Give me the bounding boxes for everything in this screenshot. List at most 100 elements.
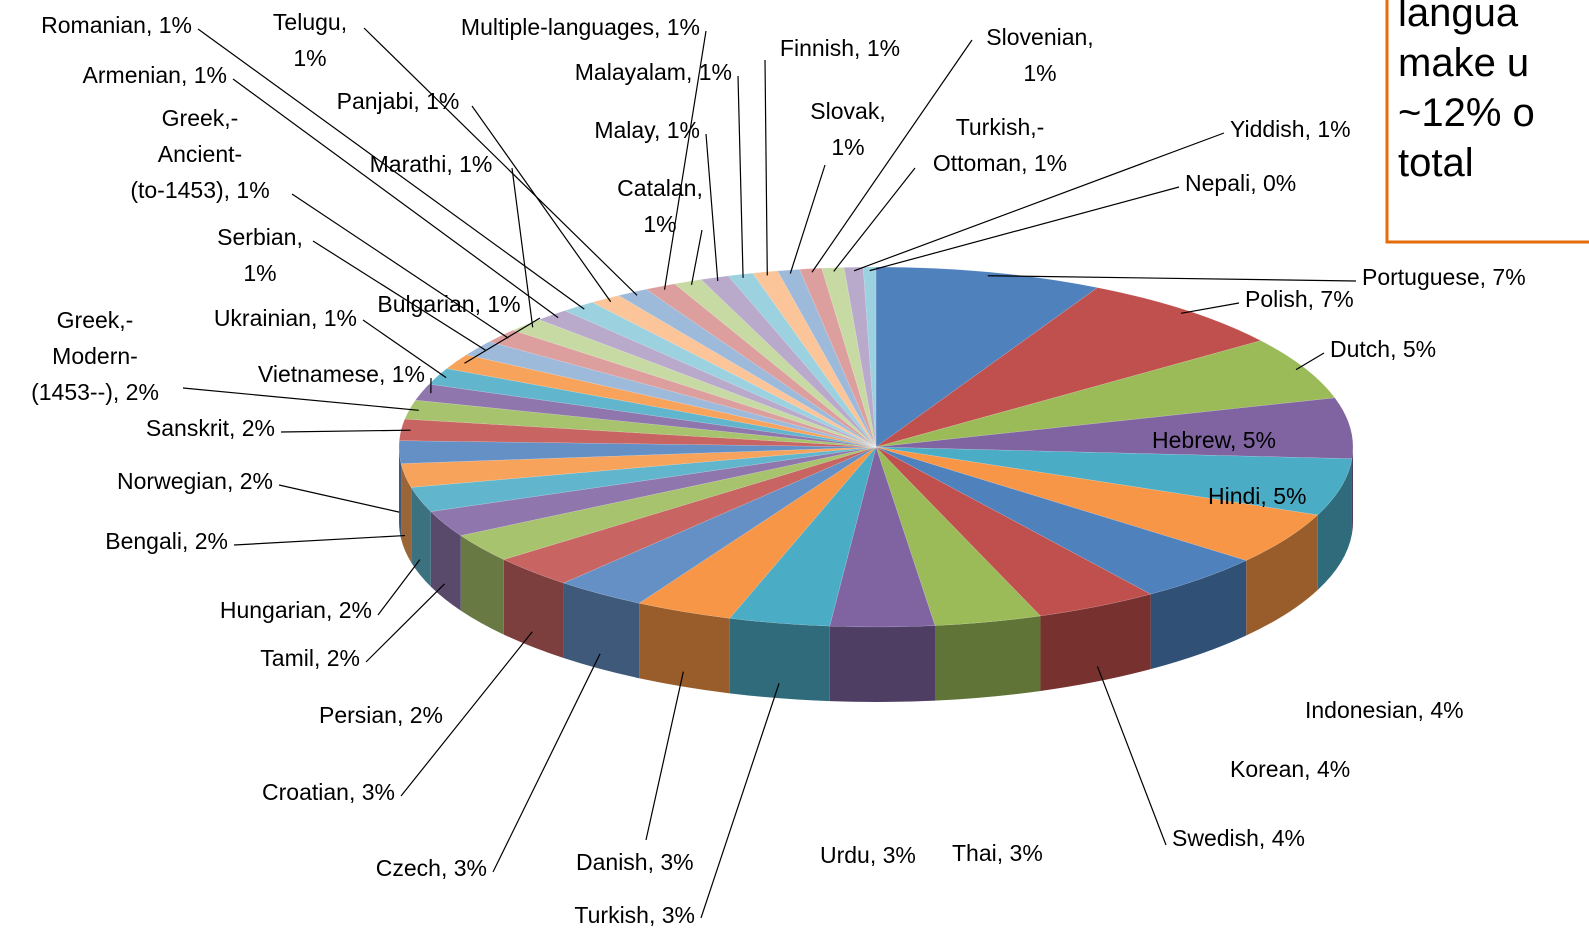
slice xyxy=(875,266,1099,448)
data-label: Telugu, 1% xyxy=(272,9,348,71)
data-label: Turkish, 3% xyxy=(574,902,695,928)
leader-line xyxy=(705,133,719,282)
data-label: Malayalam, 1% xyxy=(574,59,732,85)
data-label: Hungarian, 2% xyxy=(219,597,372,623)
slice xyxy=(645,283,877,448)
slice-side xyxy=(1317,458,1352,590)
data-label: Hindi, 5% xyxy=(1208,483,1307,509)
leader-line xyxy=(492,653,601,873)
data-label: Norwegian, 2% xyxy=(117,468,273,494)
data-label: Dutch, 5% xyxy=(1330,336,1437,362)
leader-line xyxy=(663,30,707,290)
slice-side xyxy=(1040,594,1151,691)
data-label: Persian, 2% xyxy=(318,702,443,728)
data-label: Portuguese, 7% xyxy=(1362,264,1526,290)
leader-line xyxy=(312,240,486,351)
leader-line xyxy=(700,683,780,919)
slice-side xyxy=(729,618,830,702)
data-label: Panjabi, 1% xyxy=(336,88,460,114)
leader-line xyxy=(1295,352,1325,371)
leader-line xyxy=(182,387,419,411)
annotation-text: ~12% o xyxy=(1398,91,1535,135)
data-label: Korean, 4% xyxy=(1230,756,1351,782)
slice xyxy=(875,446,1247,595)
leader-line xyxy=(690,229,703,286)
slice xyxy=(799,267,877,448)
data-label: Czech, 3% xyxy=(375,855,487,881)
leader-line xyxy=(197,28,585,310)
slice xyxy=(777,269,877,448)
data-label: Catalan, 1% xyxy=(617,175,703,237)
slice-side xyxy=(401,463,412,563)
data-label: Greek,- Ancient- (to-1453), 1% xyxy=(130,105,270,203)
leader-line xyxy=(1180,302,1240,314)
slice xyxy=(465,341,877,448)
leader-line xyxy=(233,534,406,546)
slice xyxy=(562,446,877,604)
annotation-box xyxy=(1385,0,1589,244)
slice-side xyxy=(935,615,1041,701)
data-label: Yiddish, 1% xyxy=(1230,116,1351,142)
slice-side xyxy=(1246,514,1318,636)
slice xyxy=(446,354,877,448)
slice xyxy=(564,302,877,448)
leader-line xyxy=(377,559,421,616)
slice xyxy=(428,368,877,448)
slice xyxy=(398,440,877,464)
slice xyxy=(460,446,877,560)
slice xyxy=(638,446,877,619)
leader-line xyxy=(362,319,447,379)
data-label: Bengali, 2% xyxy=(105,528,228,554)
leader-line xyxy=(363,27,638,296)
data-label: Thai, 3% xyxy=(952,840,1043,866)
leader-line xyxy=(400,631,533,797)
slice xyxy=(875,446,1353,516)
slice xyxy=(875,287,1262,448)
slice-side xyxy=(411,487,431,587)
leader-line xyxy=(464,317,541,364)
annotation-text: langua xyxy=(1398,0,1519,35)
slice-side xyxy=(460,535,504,635)
slice xyxy=(488,329,877,448)
annotation-text: make u xyxy=(1398,41,1530,85)
pie-sides xyxy=(399,447,1353,702)
leader-line xyxy=(291,193,509,339)
slice xyxy=(410,446,877,512)
data-label: Danish, 3% xyxy=(576,849,694,875)
slice xyxy=(400,446,877,488)
slice-side xyxy=(399,447,402,539)
data-label: Polish, 7% xyxy=(1245,286,1354,312)
data-label: Malay, 1% xyxy=(594,117,700,143)
slice-side xyxy=(1351,447,1353,534)
slice-side xyxy=(503,559,564,659)
slice xyxy=(512,319,877,448)
data-label: Slovenian, 1% xyxy=(986,24,1094,86)
slice xyxy=(729,446,877,627)
slice xyxy=(829,446,936,628)
slice xyxy=(875,446,1042,626)
slice-side xyxy=(639,603,730,694)
slice xyxy=(503,446,877,584)
slice-side xyxy=(563,583,640,679)
slice xyxy=(414,383,877,448)
leader-line xyxy=(764,59,768,276)
slice xyxy=(875,340,1336,448)
annotation-text: total xyxy=(1398,141,1474,185)
leader-line xyxy=(1096,666,1167,846)
data-label: Bulgarian, 1% xyxy=(377,291,521,317)
data-label: Vietnamese, 1% xyxy=(257,361,425,387)
slice xyxy=(591,295,877,448)
data-label: Ukrainian, 1% xyxy=(213,305,357,331)
leader-line xyxy=(232,78,559,319)
leader-line xyxy=(737,75,744,278)
slice xyxy=(727,272,877,448)
leader-line xyxy=(645,671,684,841)
data-label: Multiple-languages, 1% xyxy=(460,14,700,40)
leader-line xyxy=(365,583,446,663)
data-label: Indonesian, 4% xyxy=(1305,697,1464,723)
slice xyxy=(752,270,877,448)
leader-line xyxy=(811,39,973,273)
leader-line xyxy=(511,167,534,328)
data-label: Romanian, 1% xyxy=(41,12,192,38)
